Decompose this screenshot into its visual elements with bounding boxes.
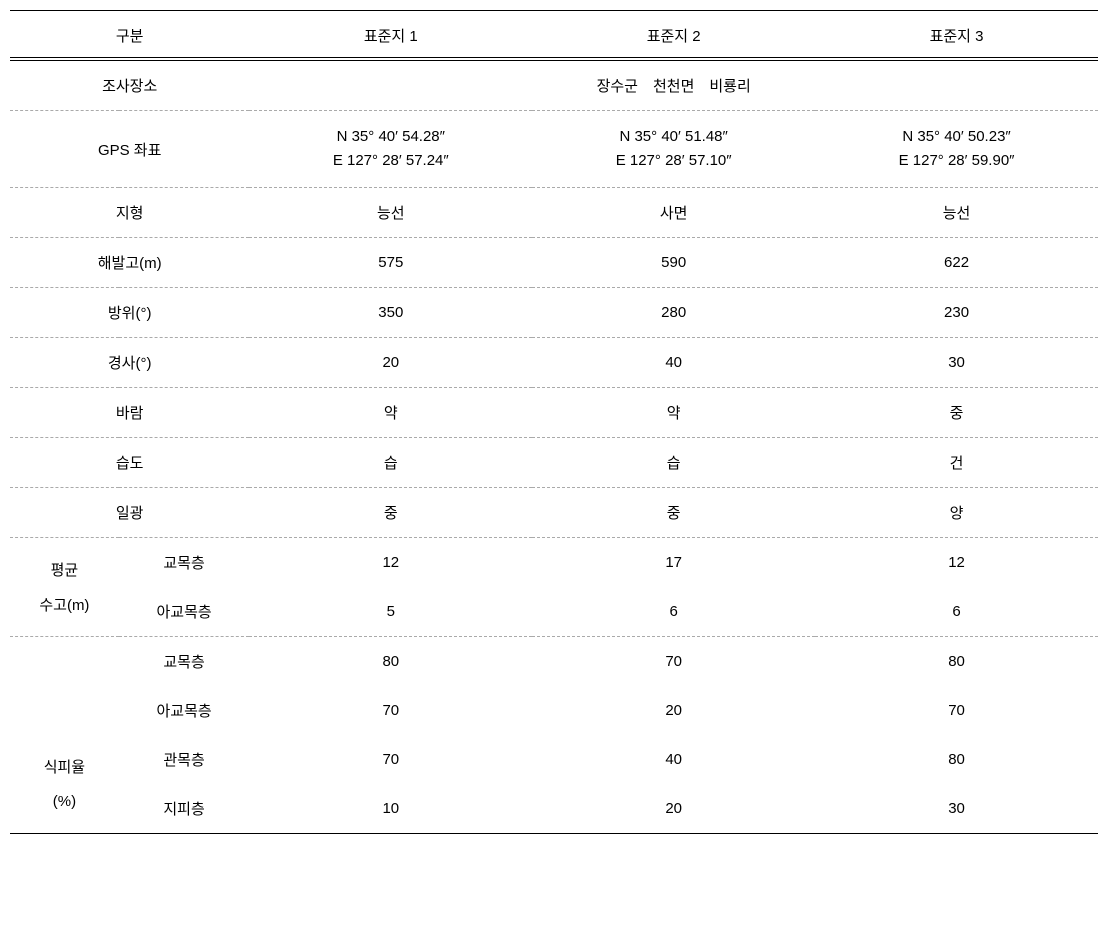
avg-height-tree-site2: 17 [532,538,815,588]
label-coverage-tree: 교목층 [119,637,250,687]
coverage-shrub-site1: 70 [249,735,532,784]
sunlight-site2: 중 [532,488,815,538]
header-site2: 표준지 2 [532,11,815,61]
label-location: 조사장소 [10,61,249,111]
coverage-tree-site1: 80 [249,637,532,687]
coverage-tree-site3: 80 [815,637,1098,687]
slope-site3: 30 [815,338,1098,388]
terrain-site1: 능선 [249,188,532,238]
label-humidity: 습도 [10,438,249,488]
row-gps: GPS 좌표 N 35° 40′ 54.28″ E 127° 28′ 57.24… [10,111,1098,188]
coverage-ground-site3: 30 [815,784,1098,834]
coverage-shrub-site3: 80 [815,735,1098,784]
label-sunlight: 일광 [10,488,249,538]
coverage-subtree-site2: 20 [532,686,815,735]
gps-site3: N 35° 40′ 50.23″ E 127° 28′ 59.90″ [815,111,1098,188]
avg-height-subtree-site2: 6 [532,587,815,637]
wind-site3: 중 [815,388,1098,438]
elevation-site3: 622 [815,238,1098,288]
row-coverage-shrub: 식피율 관목층 70 40 80 [10,735,1098,784]
sunlight-site3: 양 [815,488,1098,538]
humidity-site1: 습 [249,438,532,488]
terrain-site2: 사면 [532,188,815,238]
slope-site2: 40 [532,338,815,388]
terrain-site3: 능선 [815,188,1098,238]
coverage-tree-site2: 70 [532,637,815,687]
wind-site1: 약 [249,388,532,438]
label-coverage-subtree: 아교목층 [119,686,250,735]
label-wind: 바람 [10,388,249,438]
coverage-ground-site1: 10 [249,784,532,834]
row-elevation: 해발고(m) 575 590 622 [10,238,1098,288]
elevation-site2: 590 [532,238,815,288]
label-slope: 경사(°) [10,338,249,388]
row-sunlight: 일광 중 중 양 [10,488,1098,538]
row-avg-height-tree: 평균 교목층 12 17 12 [10,538,1098,588]
value-location: 장수군 천천면 비룡리 [249,61,1098,111]
row-slope: 경사(°) 20 40 30 [10,338,1098,388]
azimuth-site2: 280 [532,288,815,338]
row-coverage-ground: (%) 지피층 10 20 30 [10,784,1098,834]
label-coverage-1: 식피율 [10,735,119,784]
slope-site1: 20 [249,338,532,388]
coverage-subtree-site1: 70 [249,686,532,735]
header-site3: 표준지 3 [815,11,1098,61]
coverage-subtree-site3: 70 [815,686,1098,735]
gps-site1-n: N 35° 40′ 54.28″ [257,125,524,149]
gps-site2: N 35° 40′ 51.48″ E 127° 28′ 57.10″ [532,111,815,188]
sunlight-site1: 중 [249,488,532,538]
row-azimuth: 방위(°) 350 280 230 [10,288,1098,338]
azimuth-site3: 230 [815,288,1098,338]
gps-site3-n: N 35° 40′ 50.23″ [823,125,1090,149]
row-avg-height-subtree: 수고(m) 아교목층 5 6 6 [10,587,1098,637]
avg-height-subtree-site3: 6 [815,587,1098,637]
coverage-ground-site2: 20 [532,784,815,834]
gps-site2-e: E 127° 28′ 57.10″ [540,149,807,173]
label-elevation: 해발고(m) [10,238,249,288]
label-avg-height-2: 수고(m) [10,587,119,637]
data-table: 구분 표준지 1 표준지 2 표준지 3 조사장소 장수군 천천면 비룡리 GP… [10,10,1098,834]
label-azimuth: 방위(°) [10,288,249,338]
gps-site1: N 35° 40′ 54.28″ E 127° 28′ 57.24″ [249,111,532,188]
label-coverage-empty1 [10,637,119,736]
label-coverage-shrub: 관목층 [119,735,250,784]
elevation-site1: 575 [249,238,532,288]
label-terrain: 지형 [10,188,249,238]
row-coverage-subtree: 아교목층 70 20 70 [10,686,1098,735]
label-gps: GPS 좌표 [10,111,249,188]
table-header-row: 구분 표준지 1 표준지 2 표준지 3 [10,11,1098,61]
row-terrain: 지형 능선 사면 능선 [10,188,1098,238]
label-coverage-2: (%) [10,784,119,834]
humidity-site3: 건 [815,438,1098,488]
avg-height-tree-site1: 12 [249,538,532,588]
row-location: 조사장소 장수군 천천면 비룡리 [10,61,1098,111]
gps-site1-e: E 127° 28′ 57.24″ [257,149,524,173]
gps-site2-n: N 35° 40′ 51.48″ [540,125,807,149]
azimuth-site1: 350 [249,288,532,338]
label-avg-height-subtree: 아교목층 [119,587,250,637]
avg-height-subtree-site1: 5 [249,587,532,637]
row-wind: 바람 약 약 중 [10,388,1098,438]
gps-site3-e: E 127° 28′ 59.90″ [823,149,1090,173]
wind-site2: 약 [532,388,815,438]
label-avg-height-1: 평균 [10,538,119,588]
coverage-shrub-site2: 40 [532,735,815,784]
row-coverage-tree: 교목층 80 70 80 [10,637,1098,687]
header-category: 구분 [10,11,249,61]
row-humidity: 습도 습 습 건 [10,438,1098,488]
header-site1: 표준지 1 [249,11,532,61]
label-avg-height-tree: 교목층 [119,538,250,588]
label-coverage-ground: 지피층 [119,784,250,834]
humidity-site2: 습 [532,438,815,488]
avg-height-tree-site3: 12 [815,538,1098,588]
